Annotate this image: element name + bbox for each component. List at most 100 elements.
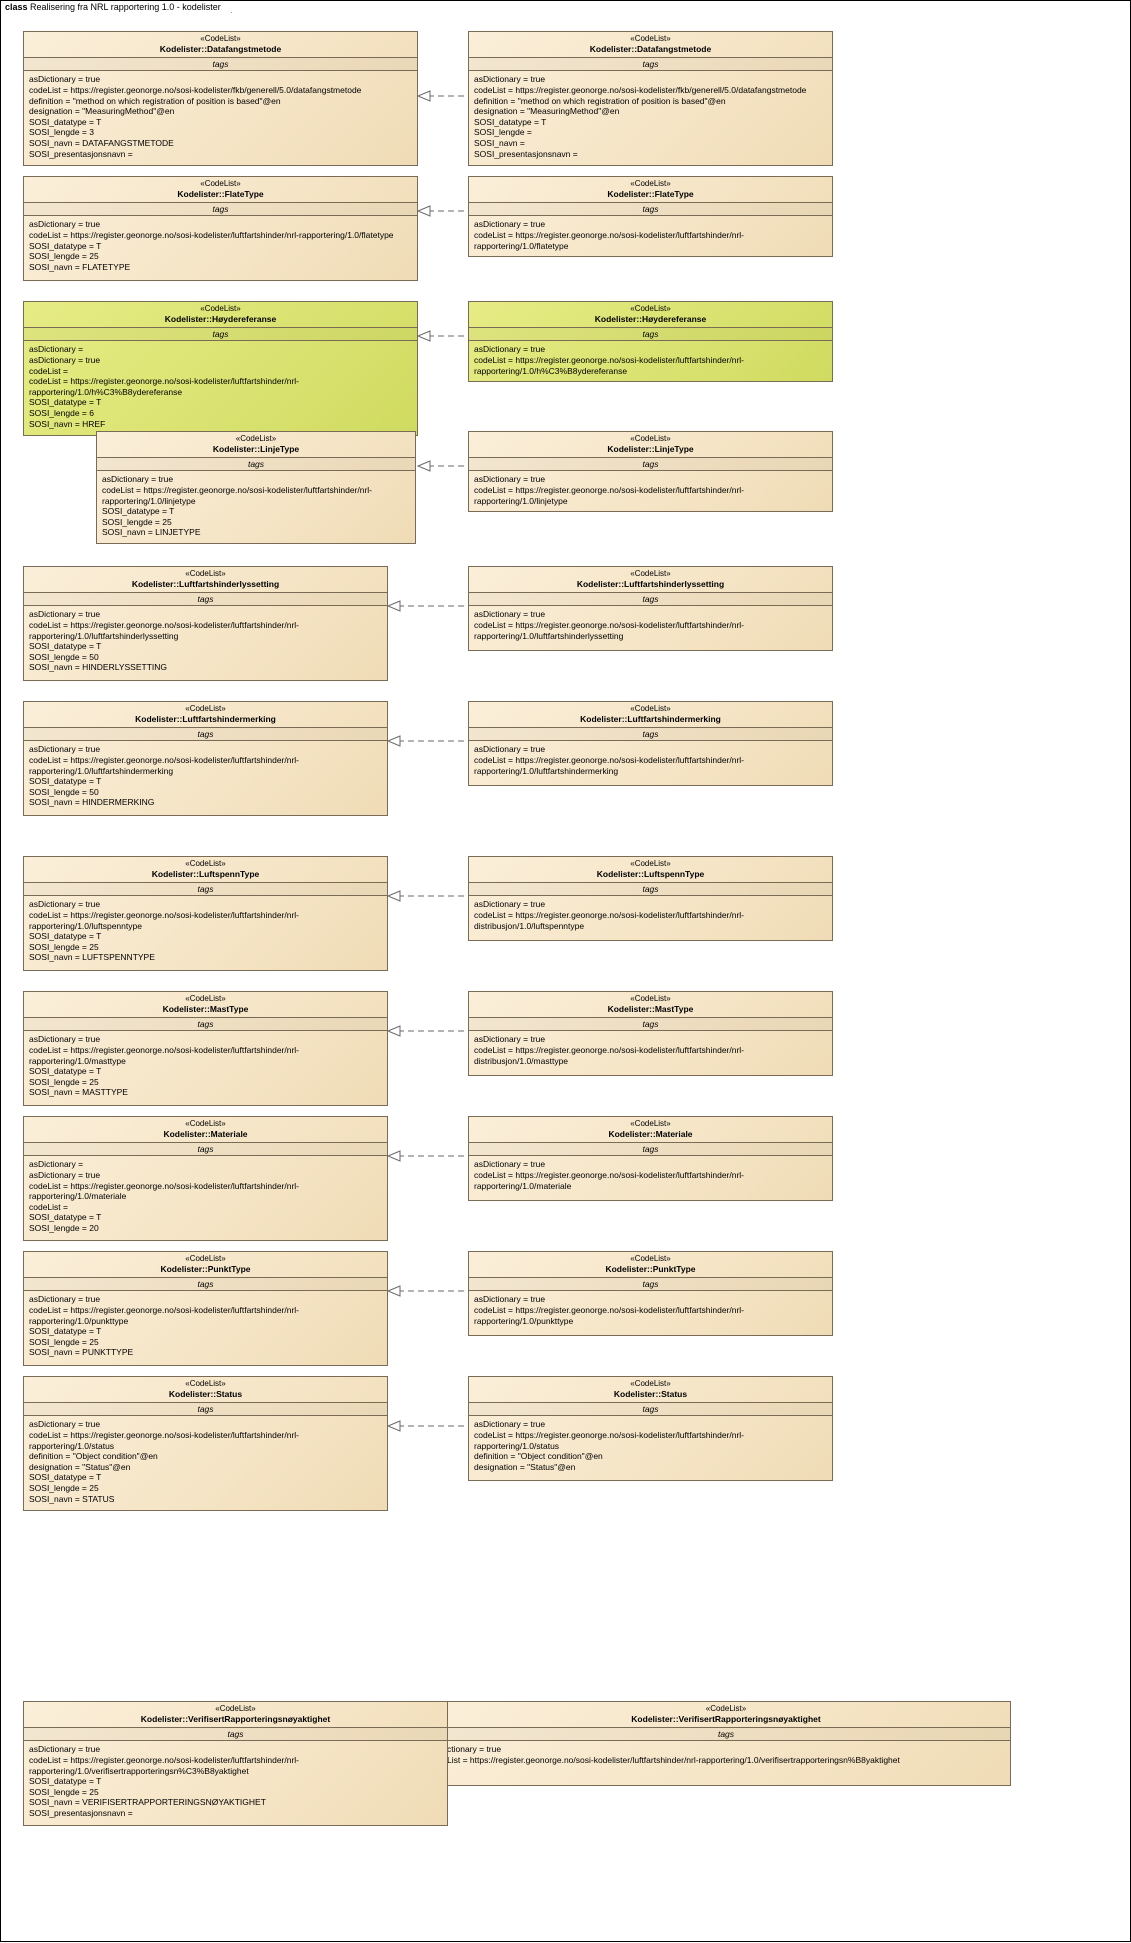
tags-label: tags [24, 593, 387, 607]
attribute-line: asDictionary = true [29, 609, 382, 620]
attribute-line: codeList = https://register.geonorge.no/… [474, 620, 827, 641]
attribute-line: asDictionary = true [474, 74, 827, 85]
attribute-line: definition = "Object condition"@en [29, 1451, 382, 1462]
attribute-line: codeList = https://register.geonorge.no/… [29, 755, 382, 776]
tags-label: tags [442, 1728, 1010, 1742]
tags-label: tags [469, 458, 832, 472]
stereotype-label: «CodeList» [472, 1379, 829, 1389]
attribute-line: codeList = https://register.geonorge.no/… [29, 1045, 382, 1066]
class-title: Kodelister::MastType [472, 1004, 829, 1015]
tags-label: tags [24, 203, 417, 217]
attribute-line: SOSI_datatype = T [29, 1066, 382, 1077]
class-body: asDictionary = truecodeList = https://re… [469, 471, 832, 511]
diagram-frame: class Realisering fra NRL rapportering 1… [0, 0, 1131, 1942]
stereotype-label: «CodeList» [27, 704, 384, 714]
attribute-line: definition = "Object condition"@en [474, 1451, 827, 1462]
attribute-line: SOSI_navn = FLATETYPE [29, 262, 412, 273]
tags-label: tags [24, 328, 417, 342]
left-punkttype: «CodeList»Kodelister::PunktTypetagsasDic… [23, 1251, 388, 1366]
attribute-line: asDictionary = true [29, 355, 412, 366]
stereotype-label: «CodeList» [27, 994, 384, 1004]
attribute-line: SOSI_lengde = 25 [29, 1337, 382, 1348]
class-header: «CodeList»Kodelister::Luftfartshindermer… [24, 702, 387, 728]
stereotype-label: «CodeList» [27, 1119, 384, 1129]
class-header: «CodeList»Kodelister::Høydereferanse [24, 302, 417, 328]
class-title: Kodelister::Datafangstmetode [27, 44, 414, 55]
class-body: asDictionary = truecodeList = https://re… [24, 606, 387, 678]
class-body: asDictionary = truecodeList = https://re… [469, 896, 832, 936]
tags-label: tags [469, 58, 832, 72]
left-masttype: «CodeList»Kodelister::MastTypetagsasDict… [23, 991, 388, 1106]
attribute-line: codeList = https://register.geonorge.no/… [474, 230, 827, 251]
attribute-line: asDictionary = true [474, 899, 827, 910]
attribute-line: SOSI_lengde = 25 [29, 1787, 442, 1798]
class-title: Kodelister::Status [27, 1389, 384, 1400]
tags-label: tags [24, 1278, 387, 1292]
stereotype-label: «CodeList» [27, 1704, 444, 1714]
attribute-line: List = https://register.geonorge.no/sosi… [447, 1755, 1005, 1766]
attribute-line: codeList = https://register.geonorge.no/… [29, 230, 412, 241]
attribute-line: SOSI_navn = VERIFISERTRAPPORTERINGSNØYAK… [29, 1797, 442, 1808]
class-body: asDictionary = truecodeList = https://re… [24, 896, 387, 968]
attribute-line: SOSI_lengde = 25 [29, 1077, 382, 1088]
stereotype-label: «CodeList» [472, 304, 829, 314]
tags-label: tags [469, 1278, 832, 1292]
class-title: Kodelister::FlateType [472, 189, 829, 200]
class-title: Kodelister::VerifisertRapporteringsnøyak… [445, 1714, 1007, 1725]
left-luftfartshindermerking: «CodeList»Kodelister::Luftfartshindermer… [23, 701, 388, 816]
attribute-line: asDictionary = true [474, 1294, 827, 1305]
right-luftspenntype: «CodeList»Kodelister::LuftspennTypetagsa… [468, 856, 833, 941]
class-body: asDictionary = truecodeList = https://re… [24, 1416, 387, 1509]
class-body: asDictionary = truecodeList = https://re… [469, 606, 832, 646]
attribute-line: asDictionary = true [474, 1419, 827, 1430]
attribute-line: SOSI_datatype = T [29, 397, 412, 408]
class-title: Kodelister::PunktType [27, 1264, 384, 1275]
class-header: «CodeList»Kodelister::FlateType [24, 177, 417, 203]
attribute-line: SOSI_datatype = T [29, 117, 412, 128]
tags-label: tags [97, 458, 415, 472]
class-body: asDictionary = truecodeList = https://re… [24, 1031, 387, 1103]
attribute-line: asDictionary = true [29, 1419, 382, 1430]
class-header: «CodeList»Kodelister::MastType [24, 992, 387, 1018]
tags-label: tags [24, 1143, 387, 1157]
class-title: Kodelister::Luftfartshinderlyssetting [27, 579, 384, 590]
class-header: «CodeList»Kodelister::Luftfartshinderlys… [469, 567, 832, 593]
attribute-line: codeList = https://register.geonorge.no/… [29, 1430, 382, 1451]
right-verifisert: «CodeList»Kodelister::VerifisertRapporte… [441, 1701, 1011, 1786]
attribute-line: SOSI_lengde = 25 [29, 1483, 382, 1494]
stereotype-label: «CodeList» [100, 434, 412, 444]
attribute-line: codeList = https://register.geonorge.no/… [29, 910, 382, 931]
class-title: Kodelister::PunktType [472, 1264, 829, 1275]
attribute-line: codeList = https://register.geonorge.no/… [474, 910, 827, 931]
tags-label: tags [469, 1403, 832, 1417]
stereotype-label: «CodeList» [472, 994, 829, 1004]
stereotype-label: «CodeList» [472, 704, 829, 714]
stereotype-label: «CodeList» [472, 34, 829, 44]
attribute-line: SOSI_navn = DATAFANGSTMETODE [29, 138, 412, 149]
class-header: «CodeList»Kodelister::LuftspennType [24, 857, 387, 883]
left-verifisert: «CodeList»Kodelister::VerifisertRapporte… [23, 1701, 448, 1826]
attribute-line: SOSI_presentasjonsnavn = [474, 149, 827, 160]
class-title: Kodelister::LuftspennType [27, 869, 384, 880]
class-body: asDictionary = truecodeList = https://re… [469, 1156, 832, 1196]
stereotype-label: «CodeList» [27, 304, 414, 314]
attribute-line: asDictionary = true [474, 744, 827, 755]
stereotype-label: «CodeList» [472, 569, 829, 579]
attribute-line: asDictionary = true [474, 1034, 827, 1045]
right-materiale: «CodeList»Kodelister::MaterialetagsasDic… [468, 1116, 833, 1201]
class-body: asDictionary = truecodeList = https://re… [24, 216, 417, 277]
attribute-line: SOSI_datatype = T [29, 931, 382, 942]
attribute-line: codeList = https://register.geonorge.no/… [474, 1430, 827, 1451]
left-luftspenntype: «CodeList»Kodelister::LuftspennTypetagsa… [23, 856, 388, 971]
left-datafangstmetode: «CodeList»Kodelister::Datafangstmetodeta… [23, 31, 418, 166]
attribute-line: codeList = https://register.geonorge.no/… [29, 1305, 382, 1326]
tags-label: tags [469, 1143, 832, 1157]
class-header: «CodeList»Kodelister::LuftspennType [469, 857, 832, 883]
attribute-line: SOSI_lengde = [474, 127, 827, 138]
attribute-line: SOSI_datatype = T [29, 1212, 382, 1223]
attribute-line: codeList = https://register.geonorge.no/… [29, 85, 412, 96]
stereotype-label: «CodeList» [472, 1119, 829, 1129]
class-header: «CodeList»Kodelister::FlateType [469, 177, 832, 203]
class-body: asDictionary = truecodeList = https://re… [469, 1416, 832, 1477]
class-header: «CodeList»Kodelister::MastType [469, 992, 832, 1018]
